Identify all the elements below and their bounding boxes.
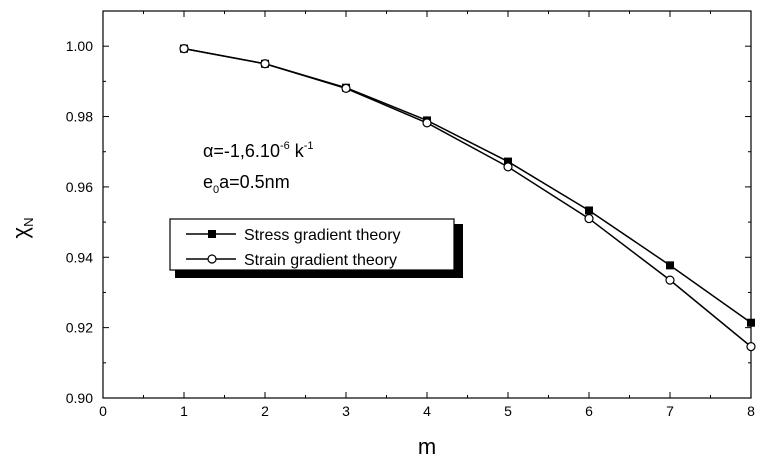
x-tick-label: 6: [585, 403, 593, 419]
data-point-strain: [179, 44, 189, 54]
y-axis-label-sub: N: [21, 218, 36, 227]
legend-label-stress: Stress gradient theory: [244, 227, 401, 244]
annotation-e0a-e: e: [203, 172, 213, 192]
data-point-strain: [584, 213, 594, 224]
y-axis-label-group: χN: [8, 218, 36, 239]
y-tick-label: 0.90: [66, 390, 93, 406]
legend-marker-stress: [208, 230, 216, 238]
data-point-strain: [665, 275, 675, 285]
x-axis-label: m: [418, 434, 436, 459]
plot-frame: [102, 10, 752, 399]
y-axis-label: χN: [8, 218, 36, 239]
series-lines: [183, 47, 752, 348]
data-point-strain: [260, 59, 270, 69]
x-tick-label: 5: [504, 403, 512, 419]
annotation-e0a-rest: a=0.5nm: [219, 172, 290, 192]
series-markers: [179, 44, 756, 352]
data-point-strain: [422, 118, 432, 128]
legend: Stress gradient theory Strain gradient t…: [169, 218, 463, 278]
x-tick-label: 1: [180, 403, 188, 419]
annotation-alpha: α=-1,6.10-6 k-1: [203, 140, 314, 161]
x-tick-label: 0: [99, 403, 107, 419]
data-point-strain: [746, 342, 756, 352]
y-tick-label: 0.94: [66, 249, 93, 265]
y-tick-label: 1.00: [66, 38, 93, 54]
data-point-stress: [747, 318, 755, 327]
x-tick-label: 4: [423, 403, 431, 419]
annotation-alpha-prefix: α=-1,6.10: [203, 141, 280, 161]
x-tick-label: 8: [747, 403, 755, 419]
data-point-strain: [503, 162, 513, 172]
y-axis-label-main: χ: [8, 226, 33, 238]
annotation-alpha-exp1: -6: [280, 140, 290, 152]
data-point-stress: [585, 206, 593, 215]
legend-marker-strain: [207, 254, 217, 264]
x-tick-label: 3: [342, 403, 350, 419]
annotation-e0a: e0a=0.5nm: [203, 172, 290, 196]
legend-label-strain: Strain gradient theory: [244, 252, 397, 269]
data-point-stress: [666, 261, 674, 270]
annotation-e0a-sub: 0: [213, 184, 219, 196]
plot-axes: [102, 10, 752, 399]
x-tick-label: 7: [666, 403, 674, 419]
legend-box: [169, 218, 455, 271]
data-point-strain: [341, 83, 351, 94]
axis-ticks: 0 1 2 3 4 5 6 7 8 0.90 0.92 0.94 0.96 0.98 1.00: [66, 10, 755, 419]
y-tick-label: 0.92: [66, 320, 93, 336]
series-line-strain: [183, 47, 752, 348]
y-tick-label: 0.96: [66, 179, 93, 195]
x-tick-label: 2: [261, 403, 269, 419]
y-tick-label: 0.98: [66, 109, 93, 125]
data-point-stress: [504, 157, 512, 166]
annotation-alpha-mid: k: [290, 141, 305, 161]
annotation-alpha-exp2: -1: [304, 140, 314, 152]
